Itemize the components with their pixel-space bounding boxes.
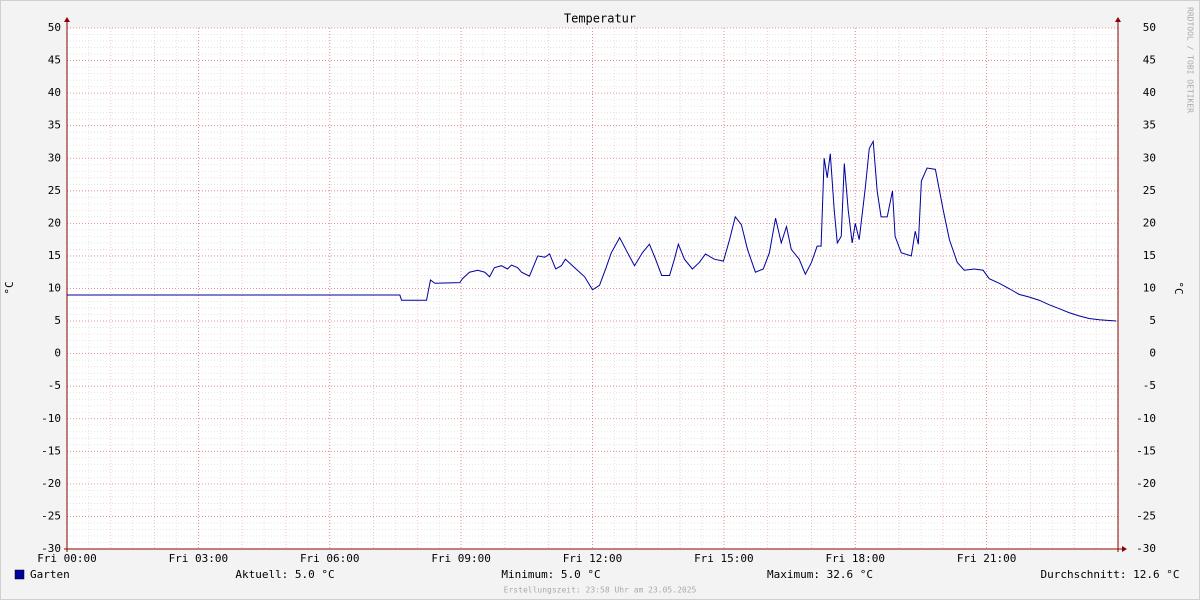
chart-title: Temperatur [564, 12, 636, 26]
legend-label: Garten [30, 568, 70, 581]
legend-stat: Aktuell: 5.0 °C [235, 568, 334, 581]
y2-tick-label: -10 [1136, 412, 1156, 425]
y2-tick-label: 45 [1143, 54, 1156, 67]
x-tick-label: Fri 06:00 [300, 552, 360, 565]
y-tick-label: 20 [48, 216, 61, 229]
labels: -30 -30 -25 -25 -20 -20 -15 -15 -10 -10 -5 -5 0 0 5 5 10… [14, 21, 1180, 581]
y2-tick-label: 35 [1143, 119, 1156, 132]
x-tick-label: Fri 12:00 [563, 552, 623, 565]
grid [64, 17, 1127, 552]
axis-arrow [64, 17, 70, 22]
y-tick-label: -25 [41, 509, 61, 522]
series-line [67, 139, 1117, 322]
legend-swatch [14, 569, 25, 580]
y2-tick-label: 40 [1143, 86, 1156, 99]
y2-tick-label: -20 [1136, 477, 1156, 490]
y-axis-label: °C [3, 281, 16, 294]
x-tick-label: Fri 03:00 [169, 552, 229, 565]
y-tick-label: 5 [54, 314, 61, 327]
legend-stat: Maximum: 32.6 °C [767, 568, 873, 581]
y-tick-label: 40 [48, 86, 61, 99]
y-tick-label: 50 [48, 21, 61, 34]
footer: Erstellungszeit: 23:58 Uhr am 23.05.2025 [504, 586, 697, 595]
y-tick-label: -30 [41, 542, 61, 555]
y-tick-label: 25 [48, 184, 61, 197]
y2-tick-label: 20 [1143, 216, 1156, 229]
y-tick-label: -5 [48, 379, 61, 392]
x-tick-label: Fri 15:00 [694, 552, 754, 565]
x-tick-label: Fri 00:00 [37, 552, 97, 565]
y2-tick-label: 0 [1149, 347, 1156, 360]
y2-tick-label: 25 [1143, 184, 1156, 197]
y-tick-label: 0 [54, 347, 61, 360]
y2-tick-label: 15 [1143, 249, 1156, 262]
watermark: RRDTOOL / TOBI OETIKER [1186, 7, 1195, 113]
legend-stat: Minimum: 5.0 °C [501, 568, 600, 581]
y-tick-label: 10 [48, 282, 61, 295]
y2-tick-label: 30 [1143, 151, 1156, 164]
axis-arrow [1115, 17, 1121, 22]
y-tick-label: -15 [41, 444, 61, 457]
axis-arrow [1122, 546, 1127, 552]
y2-tick-label: -15 [1136, 444, 1156, 457]
x-tick-label: Fri 21:00 [957, 552, 1017, 565]
y-tick-label: 15 [48, 249, 61, 262]
y-tick-label: 35 [48, 119, 61, 132]
x-tick-label: Fri 18:00 [825, 552, 885, 565]
y2-tick-label: -30 [1136, 542, 1156, 555]
y-tick-label: 45 [48, 54, 61, 67]
y2-tick-label: 50 [1143, 21, 1156, 34]
x-tick-label: Fri 09:00 [431, 552, 491, 565]
y-tick-label: -10 [41, 412, 61, 425]
y2-tick-label: -5 [1143, 379, 1156, 392]
marks [67, 139, 1117, 322]
y2-tick-label: 10 [1143, 282, 1156, 295]
legend-stat: Durchschnitt: 12.6 °C [1040, 568, 1179, 581]
y2-axis-label: °C [1172, 281, 1185, 294]
y-tick-label: -20 [41, 477, 61, 490]
y-tick-label: 30 [48, 151, 61, 164]
y2-tick-label: 5 [1149, 314, 1156, 327]
y2-tick-label: -25 [1136, 509, 1156, 522]
